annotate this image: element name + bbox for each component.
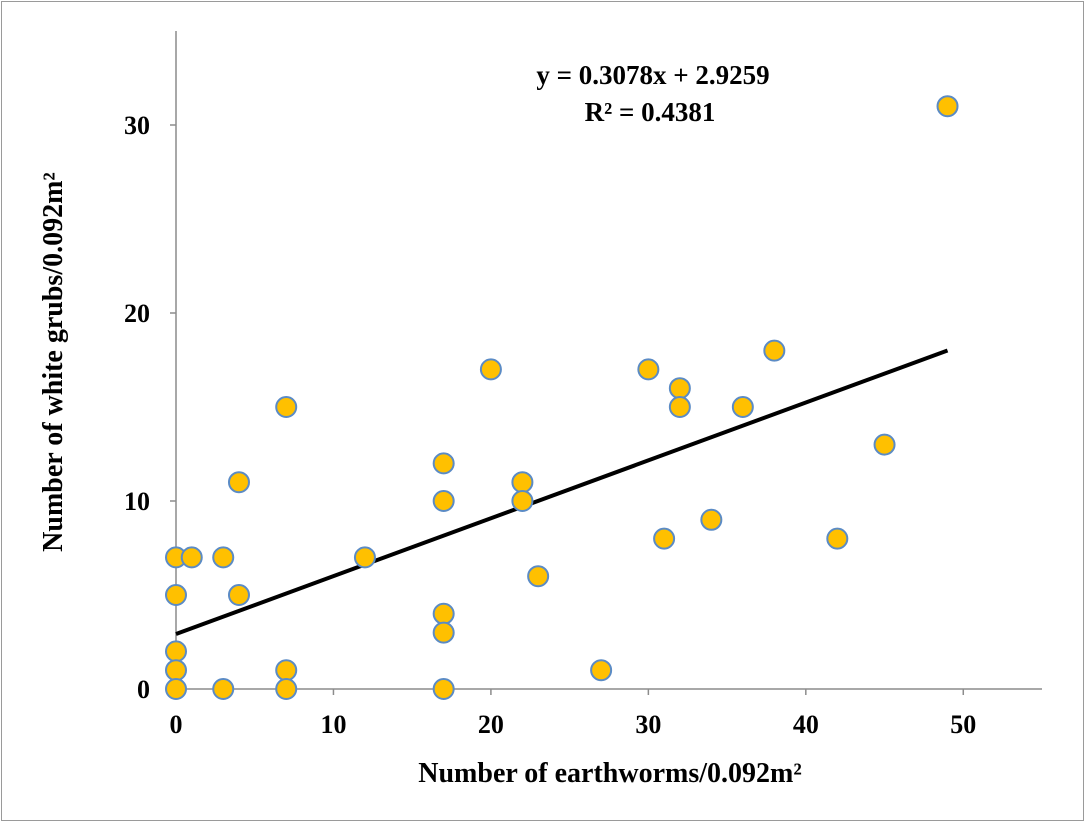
data-point xyxy=(275,678,298,700)
x-tick-label: 20 xyxy=(478,710,504,739)
data-point xyxy=(180,546,203,569)
data-point xyxy=(653,527,676,550)
data-point xyxy=(212,678,235,700)
x-tick-label: 30 xyxy=(635,710,661,739)
data-point xyxy=(432,452,455,475)
data-point xyxy=(826,527,849,550)
data-point xyxy=(165,678,187,700)
data-points xyxy=(165,95,959,700)
data-point xyxy=(511,490,534,512)
data-point xyxy=(590,659,613,682)
data-point xyxy=(873,433,896,456)
x-tick-labels: 0 10 20 30 40 50 xyxy=(170,689,976,739)
x-tick-label: 50 xyxy=(950,710,976,739)
trendline-r2: R² = 0.4381 xyxy=(585,97,716,127)
y-tick-labels: 0 10 20 30 xyxy=(124,111,176,704)
data-point xyxy=(275,396,298,418)
y-tick-label: 10 xyxy=(124,487,150,516)
data-point xyxy=(511,471,534,494)
x-tick-label: 40 xyxy=(793,710,819,739)
axes xyxy=(175,31,1042,690)
x-axis-title: Number of earthworms/0.092m² xyxy=(418,758,801,789)
data-point xyxy=(527,565,550,588)
data-point xyxy=(637,358,660,381)
trendline xyxy=(175,348,949,636)
y-tick-label: 30 xyxy=(124,111,150,140)
trendline-equation: y = 0.3078x + 2.9259 xyxy=(536,60,769,90)
data-point xyxy=(432,602,455,625)
y-axis-title: Number of white grubs/0.092m² xyxy=(38,172,69,552)
data-point xyxy=(275,659,298,682)
data-point xyxy=(763,339,786,362)
data-point xyxy=(731,396,754,418)
data-point xyxy=(668,377,691,400)
data-point xyxy=(165,584,187,606)
x-tick-label: 0 xyxy=(170,710,183,739)
x-tick-label: 10 xyxy=(320,710,346,739)
data-point xyxy=(479,358,502,381)
data-point xyxy=(212,546,235,569)
data-point xyxy=(936,95,959,118)
data-point xyxy=(227,471,250,494)
data-point xyxy=(700,508,723,531)
y-tick-label: 0 xyxy=(137,675,150,704)
data-point xyxy=(227,584,250,606)
data-point xyxy=(165,659,187,682)
data-point xyxy=(432,621,455,644)
data-point xyxy=(432,490,455,512)
y-tick-label: 20 xyxy=(124,299,150,328)
data-point xyxy=(668,396,691,418)
data-point xyxy=(165,640,187,663)
data-point xyxy=(432,678,455,700)
data-point xyxy=(353,546,376,569)
